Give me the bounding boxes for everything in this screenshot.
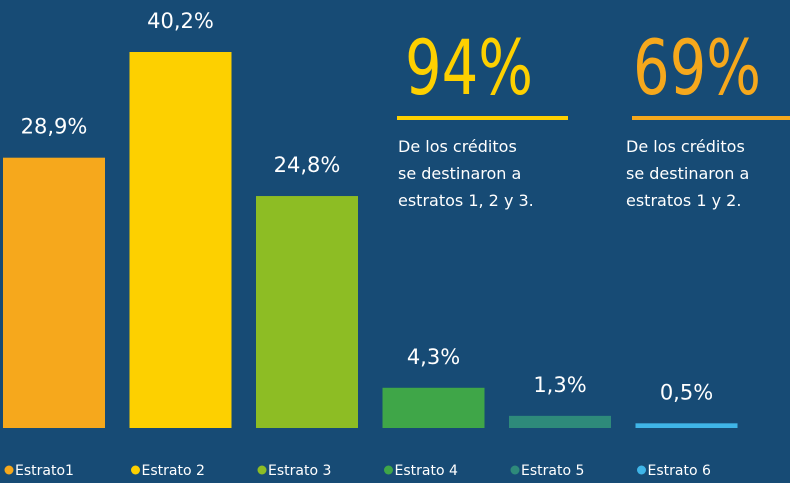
callout-text: De los créditos bbox=[398, 137, 517, 156]
bar bbox=[382, 387, 485, 428]
callout-text: se destinaron a bbox=[398, 164, 521, 183]
bar bbox=[129, 52, 232, 428]
legend-dot bbox=[637, 465, 646, 475]
legend-dot bbox=[384, 465, 393, 475]
value-label: 4,3% bbox=[407, 345, 460, 369]
legend-label: Estrato1 bbox=[15, 463, 74, 479]
legend-label: Estrato 3 bbox=[268, 463, 331, 479]
value-label: 0,5% bbox=[660, 380, 713, 404]
legend-dot bbox=[257, 465, 267, 475]
value-label: 40,2% bbox=[147, 9, 214, 33]
bar bbox=[509, 415, 611, 428]
bar bbox=[256, 196, 358, 428]
value-label: 28,9% bbox=[21, 115, 88, 139]
legend-label: Estrato 4 bbox=[395, 463, 458, 479]
legend-dot bbox=[510, 465, 520, 475]
callout-text: De los créditos bbox=[626, 137, 745, 156]
callout-text: estratos 1 y 2. bbox=[626, 191, 741, 210]
callout-text: estratos 1, 2 y 3. bbox=[398, 191, 534, 210]
bar bbox=[3, 157, 105, 429]
callout-figure: 69% bbox=[633, 23, 761, 112]
legend-label: Estrato 2 bbox=[142, 463, 205, 479]
value-label: 24,8% bbox=[274, 153, 341, 177]
legend-label: Estrato 6 bbox=[648, 463, 711, 479]
value-label: 1,3% bbox=[533, 373, 586, 397]
legend-label: Estrato 5 bbox=[521, 463, 584, 479]
legend-dot bbox=[131, 465, 140, 475]
bar bbox=[635, 423, 738, 428]
callout-text: se destinaron a bbox=[626, 164, 749, 183]
callout-figure: 94% bbox=[405, 23, 533, 112]
legend-dot bbox=[4, 465, 14, 475]
